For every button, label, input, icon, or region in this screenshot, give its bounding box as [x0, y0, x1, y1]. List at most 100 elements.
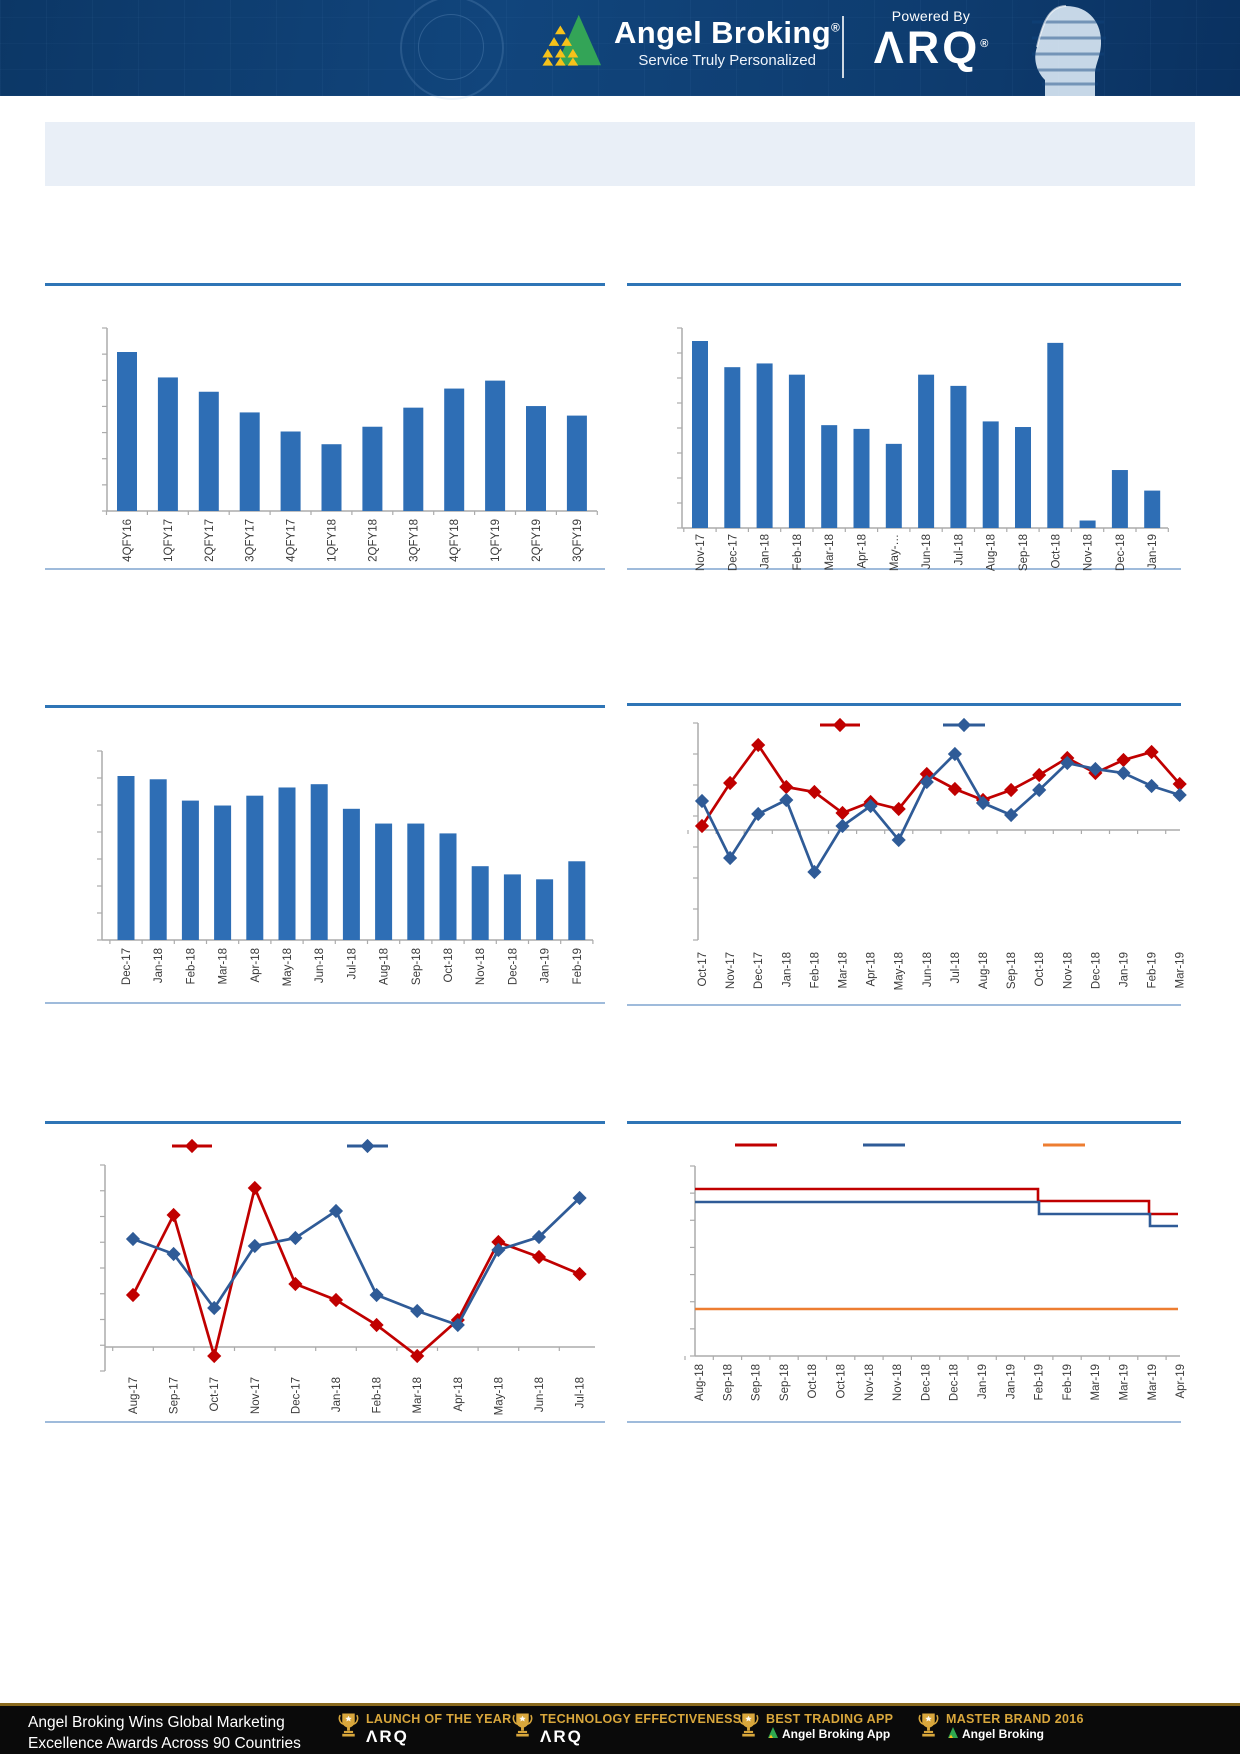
award-title: MASTER BRAND 2016 [946, 1712, 1084, 1726]
x-axis-label: Nov-18 [1062, 952, 1074, 989]
chart-panel-step-line: Aug-18 Sep-18 Sep-18 Sep-18 Oct-18 Oct-18 Nov-… [627, 1121, 1187, 1426]
footer-headline-line2: Excellence Awards Across 90 Countries [28, 1734, 301, 1752]
bar [692, 341, 708, 528]
diamond-marker [491, 1242, 506, 1258]
series-red [131, 1183, 581, 1362]
bar [310, 784, 328, 940]
diamond-marker [694, 793, 710, 809]
diamond-marker [1004, 782, 1019, 798]
x-axis-label: May-18 [894, 952, 906, 990]
x-axis-label: Jun-18 [922, 952, 934, 987]
chart-panel-dual-line-18m: Oct-17 Nov-17 Dec-17 Jan-18 Feb-18 Mar-18 Apr-… [627, 703, 1187, 1006]
x-axis-label: Feb-18 [809, 952, 821, 988]
x-axis-label: 1QFY18 [327, 519, 339, 562]
arq-logo-text: ΛRQ® [873, 22, 989, 73]
bar [321, 444, 342, 511]
x-axis-label: May-… [889, 534, 901, 571]
bar [342, 808, 360, 940]
x-axis-label: Apr-18 [866, 952, 878, 987]
x-axis-label: Jul-18 [950, 952, 962, 983]
x-axis-label: Mar-18 [412, 1377, 424, 1413]
x-axis-label: Mar-19 [1175, 952, 1187, 988]
x-axis-label: Apr-18 [453, 1377, 465, 1412]
diamond-marker [410, 1303, 425, 1319]
x-axis-label: 1QFY17 [163, 519, 175, 562]
award-master-brand-2016: MASTER BRAND 2016 Angel Broking [918, 1712, 1084, 1744]
diamond-marker [572, 1266, 587, 1282]
x-axis-label: Jan-18 [760, 534, 772, 569]
bar [485, 380, 506, 511]
x-axis-label: Dec-18 [1090, 952, 1102, 989]
diamond-marker [807, 864, 822, 880]
arq-brand-block: Powered By ΛRQ® [856, 8, 1006, 71]
x-axis-label: Feb-18 [185, 948, 197, 984]
trophy-icon [512, 1712, 533, 1744]
x-axis-label: 3QFY19 [572, 519, 584, 562]
diamond-marker [694, 818, 710, 834]
bar [1079, 520, 1096, 528]
x-axis-label: Feb-19 [1034, 1364, 1046, 1400]
bar [117, 776, 135, 940]
monthly-bar-chart-2: Dec-17 Jan-18 Feb-18 Mar-18 Apr-18 May-18 Jun-… [45, 708, 605, 1007]
x-axis-label: 4QFY17 [286, 519, 298, 562]
award-title: BEST TRADING APP [766, 1712, 894, 1726]
x-axis-label: Jul-18 [953, 534, 965, 565]
x-axis-label: Oct-17 [697, 952, 709, 987]
bar [149, 779, 167, 940]
diamond-marker [947, 781, 962, 797]
series-red [695, 1187, 1178, 1216]
bar [239, 412, 260, 511]
bar [246, 795, 264, 940]
award-subtitle-brand: Angel Broking [946, 1727, 1084, 1741]
x-axis-label: 3QFY18 [408, 519, 420, 562]
dual-line-12m-svg: Aug-17 Sep-17 Oct-17 Nov-17 Dec-17 Jan-18 Feb-… [100, 1138, 595, 1415]
diamond-marker [531, 1249, 547, 1265]
trophy-icon [918, 1712, 939, 1744]
diamond-marker [1116, 752, 1131, 768]
bar [568, 861, 586, 940]
header-ring-decoration [400, 0, 504, 100]
bar [724, 367, 741, 528]
diamond-marker [207, 1348, 222, 1364]
monthly-bar-2-svg: Dec-17 Jan-18 Feb-18 Mar-18 Apr-18 May-18 Jun-… [97, 750, 594, 986]
bar [439, 833, 457, 940]
bar [982, 421, 999, 528]
bar [157, 377, 178, 511]
chart-panel-monthly-bar-1: Nov-17 Dec-17 Jan-18 Feb-18 Mar-18 Apr-18 May-… [627, 283, 1181, 571]
x-axis-label: Aug-17 [128, 1377, 140, 1414]
x-axis-label: Jun-18 [921, 534, 933, 569]
bar [403, 407, 424, 511]
bar [526, 406, 546, 511]
bar [407, 823, 425, 940]
diamond-marker [531, 1229, 547, 1245]
x-axis-label: 2QFY17 [204, 519, 216, 562]
x-axis-label: Sep-17 [169, 1377, 181, 1414]
step-line-chart: Aug-18 Sep-18 Sep-18 Sep-18 Oct-18 Oct-18 Nov-… [627, 1124, 1187, 1426]
x-axis-label: Dec-18 [1115, 534, 1127, 571]
x-axis-label: Mar-18 [218, 948, 230, 984]
x-axis-label: Apr-18 [857, 534, 869, 569]
diamond-marker [369, 1317, 384, 1333]
footer-headline-line1: Angel Broking Wins Global Marketing [28, 1714, 285, 1731]
brand-text: Angel Broking® Service Truly Personalize… [614, 15, 840, 69]
bar [950, 385, 967, 528]
x-axis-label: Jun-18 [314, 948, 326, 983]
x-axis-label: Jan-18 [331, 1377, 343, 1412]
bar [536, 879, 554, 940]
x-axis-label: Jul-18 [575, 1377, 587, 1408]
x-axis-label: Nov-18 [475, 948, 487, 985]
trophy-icon [338, 1712, 359, 1744]
brand-block: Angel Broking® Service Truly Personalize… [540, 12, 840, 73]
diamond-marker [369, 1287, 384, 1303]
x-axis-label: 2QFY18 [367, 519, 379, 562]
diamond-marker [891, 801, 906, 817]
x-axis-label: 4QFY18 [449, 519, 461, 562]
chart-panel-dual-line-12m: Aug-17 Sep-17 Oct-17 Nov-17 Dec-17 Jan-18 Feb-… [45, 1121, 605, 1423]
x-axis-label: Nov-17 [695, 534, 707, 571]
diamond-marker [410, 1348, 425, 1364]
diamond-marker [125, 1287, 141, 1303]
diamond-marker [328, 1292, 344, 1308]
diamond-marker [1144, 778, 1159, 794]
x-axis-label: Aug-18 [986, 534, 998, 571]
x-axis-label: Jan-18 [781, 952, 793, 987]
